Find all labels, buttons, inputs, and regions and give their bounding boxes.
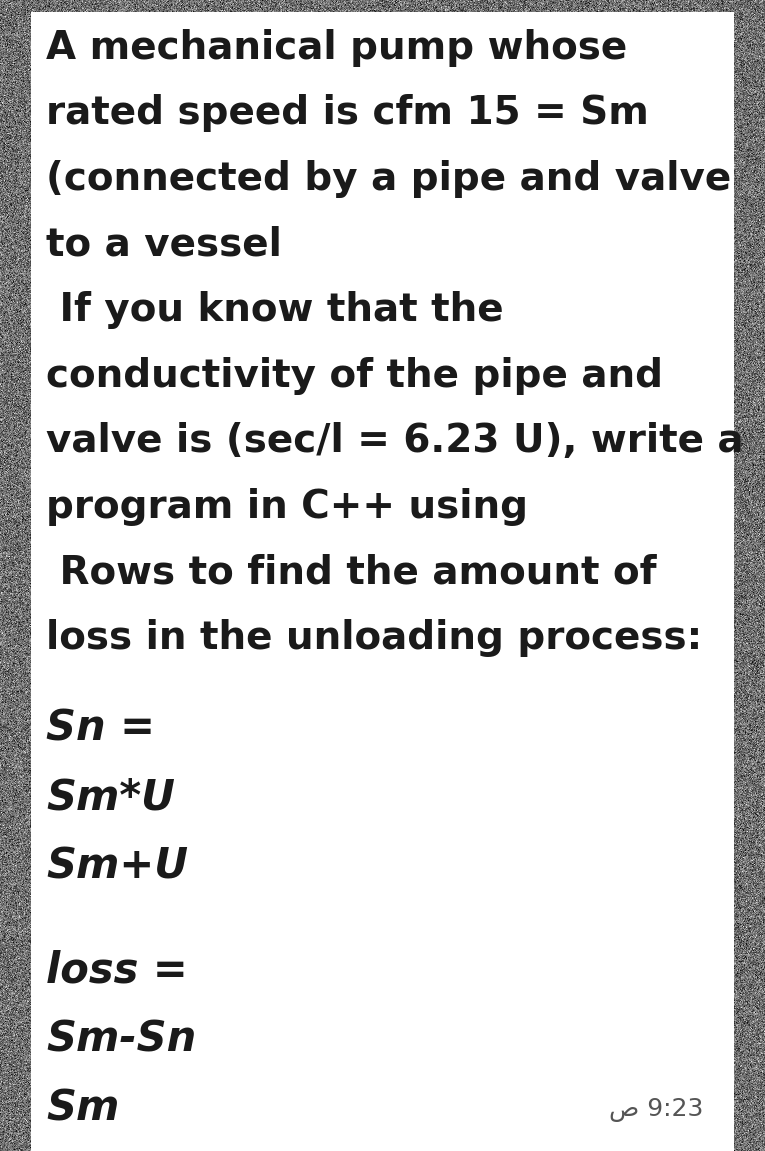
Text: Sn =: Sn = [46,708,155,749]
Text: Sm+U: Sm+U [46,846,188,887]
Text: Rows to find the amount of: Rows to find the amount of [46,554,656,592]
Text: program in C++ using: program in C++ using [46,488,528,526]
Text: loss =: loss = [46,950,187,991]
Text: ص 9:23: ص 9:23 [610,1098,704,1122]
Text: to a vessel: to a vessel [46,226,282,264]
Text: Sm-Sn: Sm-Sn [46,1019,196,1060]
Text: Sm: Sm [46,1088,119,1129]
Text: rated speed is cfm 15 = Sm: rated speed is cfm 15 = Sm [46,94,649,132]
Text: loss in the unloading process:: loss in the unloading process: [46,619,702,657]
Text: valve is (sec/l = 6.23 U), write a: valve is (sec/l = 6.23 U), write a [46,422,744,460]
FancyBboxPatch shape [31,12,734,1151]
Text: conductivity of the pipe and: conductivity of the pipe and [46,357,663,395]
Text: If you know that the: If you know that the [46,291,503,329]
Text: Sm*U: Sm*U [46,777,174,818]
Text: (connected by a pipe and valve: (connected by a pipe and valve [46,160,731,198]
Text: A mechanical pump whose: A mechanical pump whose [46,29,627,67]
